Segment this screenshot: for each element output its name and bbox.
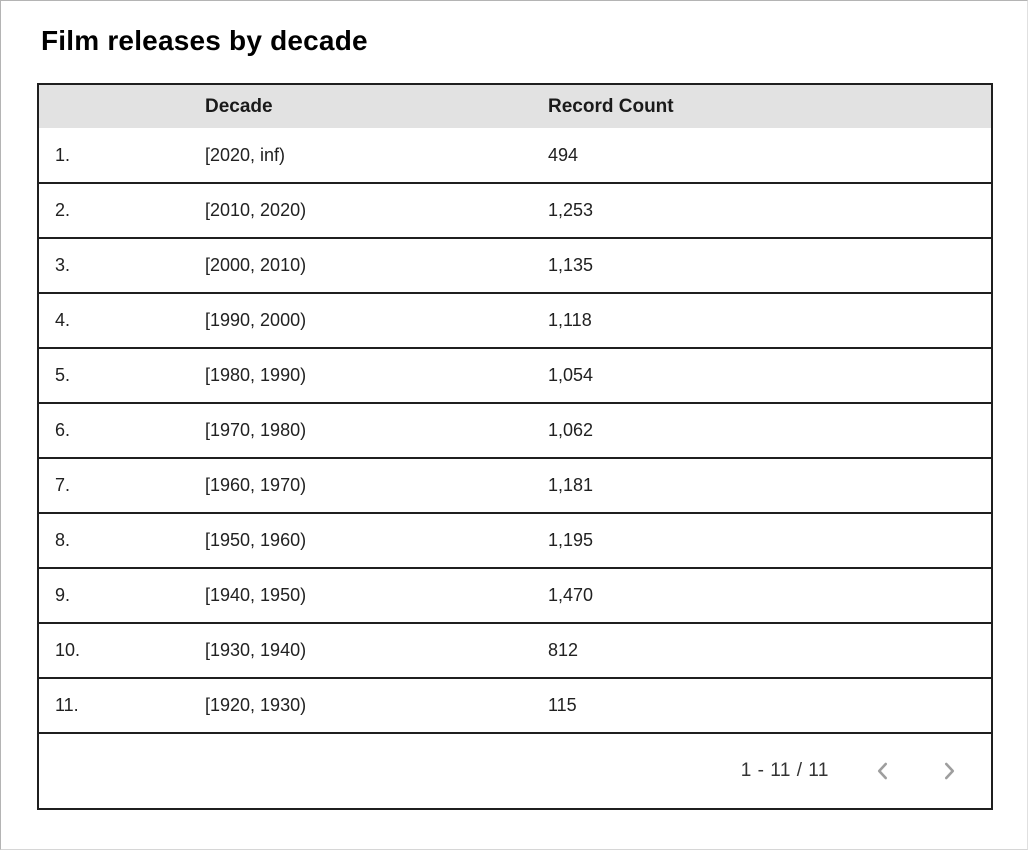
cell-record-count: 1,054 — [532, 348, 992, 404]
table-row: 9. [1940, 1950) 1,470 — [38, 568, 992, 624]
footer-row: 1 - 11 / 11 — [38, 733, 992, 809]
cell-decade: [2010, 2020) — [189, 183, 532, 239]
data-table: Decade Record Count 1. [2020, inf) 494 2. [2… — [37, 83, 993, 810]
table-row: 11. [1920, 1930) 115 — [38, 678, 992, 734]
cell-record-count: 1,062 — [532, 403, 992, 459]
cell-decade: [1940, 1950) — [189, 568, 532, 624]
cell-row-index: 11. — [38, 678, 189, 734]
cell-record-count: 1,253 — [532, 183, 992, 239]
cell-row-index: 3. — [38, 238, 189, 294]
pagination: 1 - 11 / 11 — [39, 751, 991, 791]
table-row: 8. [1950, 1960) 1,195 — [38, 513, 992, 569]
cell-row-index: 8. — [38, 513, 189, 569]
cell-record-count: 1,470 — [532, 568, 992, 624]
cell-record-count: 812 — [532, 623, 992, 679]
pagination-range: 1 - 11 / 11 — [740, 760, 829, 781]
cell-row-index: 9. — [38, 568, 189, 624]
cell-decade: [1990, 2000) — [189, 293, 532, 349]
cell-record-count: 1,195 — [532, 513, 992, 569]
cell-row-index: 10. — [38, 623, 189, 679]
table-row: 7. [1960, 1970) 1,181 — [38, 458, 992, 514]
table-footer: 1 - 11 / 11 — [38, 733, 992, 809]
chevron-right-icon — [936, 758, 962, 784]
cell-record-count: 115 — [532, 678, 992, 734]
cell-row-index: 4. — [38, 293, 189, 349]
cell-row-index: 2. — [38, 183, 189, 239]
table-row: 4. [1990, 2000) 1,118 — [38, 293, 992, 349]
chevron-left-icon — [870, 758, 896, 784]
cell-decade: [2020, inf) — [189, 128, 532, 184]
table-row: 6. [1970, 1980) 1,062 — [38, 403, 992, 459]
cell-record-count: 1,135 — [532, 238, 992, 294]
header-cell-index — [38, 84, 189, 128]
prev-page-button[interactable] — [863, 751, 903, 791]
table-row: 3. [2000, 2010) 1,135 — [38, 238, 992, 294]
cell-decade: [1950, 1960) — [189, 513, 532, 569]
cell-decade: [1970, 1980) — [189, 403, 532, 459]
cell-record-count: 1,118 — [532, 293, 992, 349]
table-row: 5. [1980, 1990) 1,054 — [38, 348, 992, 404]
cell-decade: [1980, 1990) — [189, 348, 532, 404]
table-body: 1. [2020, inf) 494 2. [2010, 2020) 1,253 3. [20… — [38, 128, 992, 734]
table-row: 2. [2010, 2020) 1,253 — [38, 183, 992, 239]
header-row: Decade Record Count — [38, 84, 992, 128]
header-cell-decade[interactable]: Decade — [189, 84, 532, 128]
cell-row-index: 1. — [38, 128, 189, 184]
cell-record-count: 494 — [532, 128, 992, 184]
cell-decade: [1920, 1930) — [189, 678, 532, 734]
cell-decade: [2000, 2010) — [189, 238, 532, 294]
cell-row-index: 5. — [38, 348, 189, 404]
cell-row-index: 6. — [38, 403, 189, 459]
cell-decade: [1930, 1940) — [189, 623, 532, 679]
table-row: 10. [1930, 1940) 812 — [38, 623, 992, 679]
chart-title: Film releases by decade — [41, 25, 368, 56]
cell-decade: [1960, 1970) — [189, 458, 532, 514]
next-page-button[interactable] — [929, 751, 969, 791]
cell-row-index: 7. — [38, 458, 189, 514]
table-header: Decade Record Count — [38, 84, 992, 128]
header-cell-record-count[interactable]: Record Count — [532, 84, 992, 128]
table-row: 1. [2020, inf) 494 — [38, 128, 992, 184]
cell-record-count: 1,181 — [532, 458, 992, 514]
